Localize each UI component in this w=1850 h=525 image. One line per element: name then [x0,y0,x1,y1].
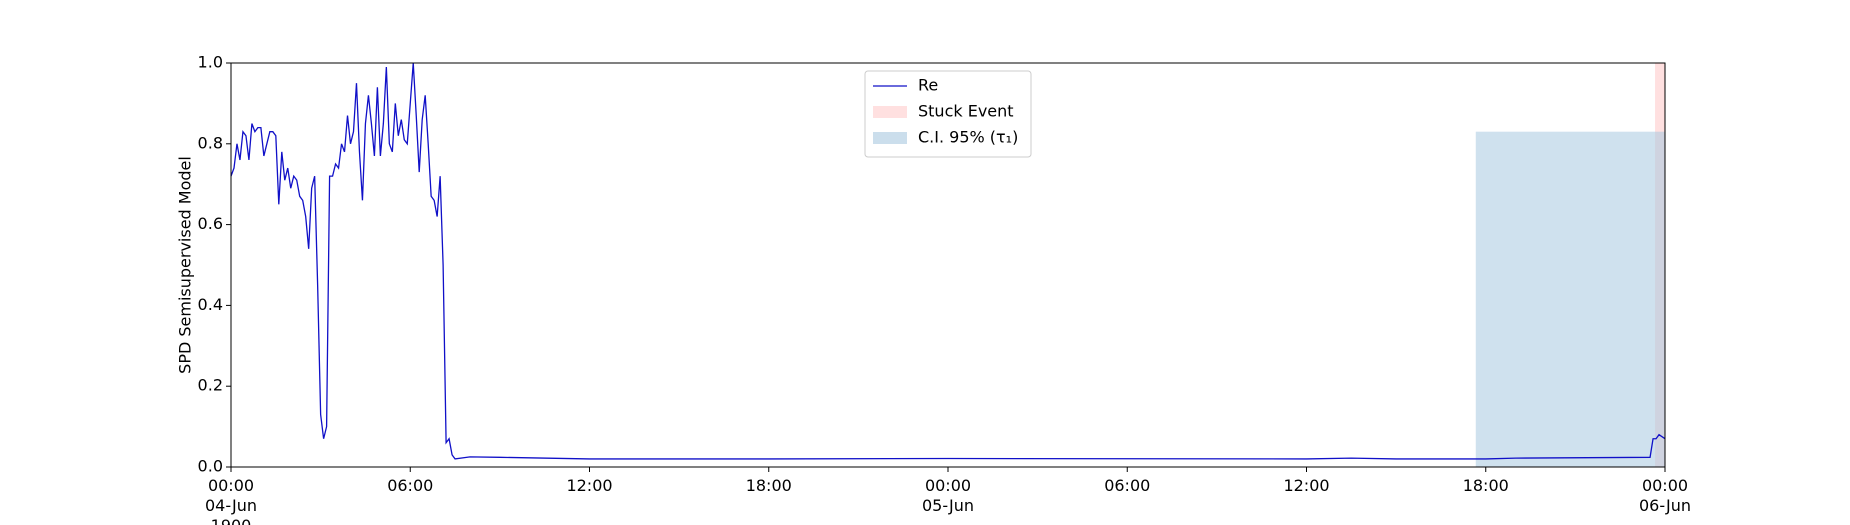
y-tick-label: 0.0 [198,457,223,476]
x-tick-label: 18:00 [1463,476,1509,495]
y-tick-label: 1.0 [198,53,223,72]
span [1475,131,1665,467]
x-tick-label: 06:00 [387,476,433,495]
x-tick-label: 00:00 05-Jun [922,476,974,515]
x-tick-label: 12:00 [566,476,612,495]
y-tick-label: 0.4 [198,295,223,314]
y-tick-label: 0.2 [198,376,223,395]
x-tick-label: 18:00 [746,476,792,495]
legend-label: C.I. 95% (τ₁) [918,128,1018,147]
y-axis-label: SPD Semisupervised Model [176,156,195,374]
y-tick-label: 0.8 [198,133,223,152]
legend-label: Re [918,76,938,95]
y-tick-label: 0.6 [198,214,223,233]
legend-swatch [873,132,907,144]
line [230,62,1666,460]
x-tick-label: 12:00 [1283,476,1329,495]
legend-swatch [873,106,907,118]
x-tick-label: 00:00 06-Jun [1639,476,1691,515]
x-tick-label: 06:00 [1104,476,1150,495]
legend-label: Stuck Event [918,102,1014,121]
